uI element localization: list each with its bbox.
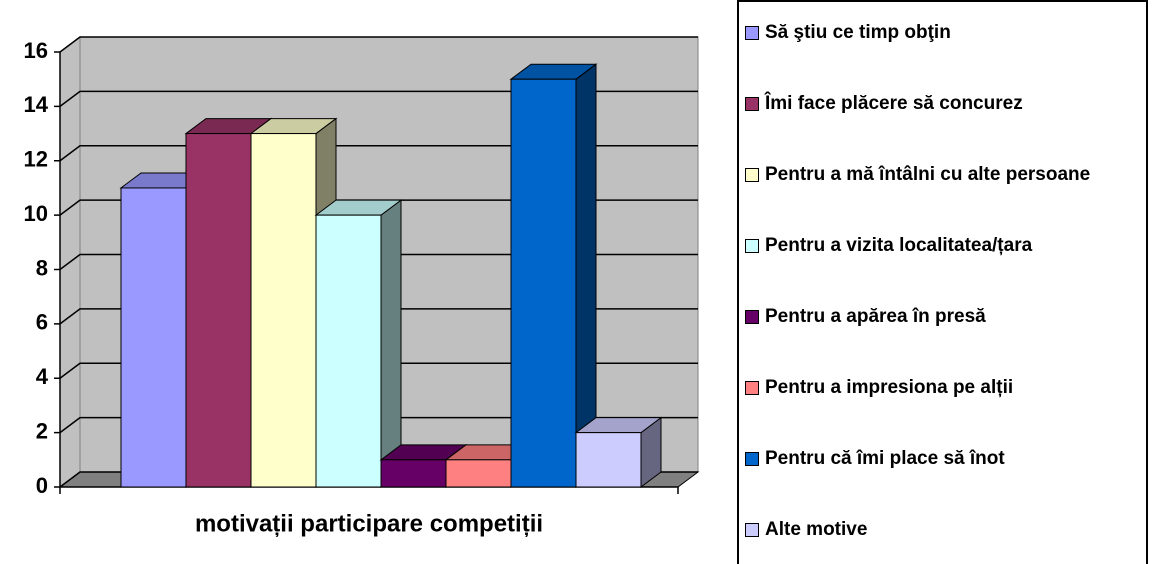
bar-front	[185, 133, 252, 488]
bar	[574, 416, 663, 488]
grid-line	[59, 416, 698, 434]
legend-entry: Să ştiu ce timp obţin	[745, 17, 1145, 48]
legend: Să ştiu ce timp obţin Îmi face plăcere să…	[737, 0, 1148, 564]
legend-swatch	[745, 523, 759, 537]
bar-front	[315, 214, 382, 488]
y-tick-label: 6	[36, 310, 48, 335]
legend-label: Pentru a apărea în presă	[765, 306, 986, 327]
grid-line	[59, 145, 698, 162]
y-tick-label: 2	[36, 418, 48, 443]
grid-line	[59, 199, 698, 216]
grid-line	[59, 308, 698, 325]
bar-side	[380, 199, 402, 488]
legend-entry: Pentru a apărea în presă	[745, 301, 1145, 332]
legend-label: Pentru a impresiona pe alții	[765, 377, 1014, 398]
legend-label: Îmi face plăcere să concurez	[765, 93, 1023, 114]
x-tick-label: motivații participare competiții	[195, 510, 543, 537]
legend-swatch	[745, 26, 759, 40]
y-tick-label: 10	[24, 201, 48, 226]
legend-swatch	[745, 239, 759, 253]
bar-front	[445, 459, 512, 488]
legend-swatch	[745, 310, 759, 324]
y-tick-label: 14	[24, 92, 49, 117]
legend-swatch	[745, 381, 759, 395]
bar-front	[250, 133, 317, 488]
grid-line	[59, 362, 698, 379]
legend-label: Pentru a vizita localitatea/țara	[765, 235, 1033, 256]
legend-entry: Pentru a vizita localitatea/țara	[745, 230, 1145, 261]
grid-line	[59, 90, 698, 107]
legend-label: Pentru a mă întâlni cu alte persoane	[765, 164, 1091, 185]
y-tick-label: 8	[36, 255, 48, 280]
legend-swatch	[745, 168, 759, 182]
bar	[509, 63, 598, 488]
y-tick-label: 0	[36, 473, 48, 498]
y-tick-label: 12	[24, 147, 48, 172]
bar-front	[120, 187, 187, 488]
grid-line	[59, 253, 698, 271]
chart: 0 2 4 6 8 10 12 14 16 motivații participare compe…	[24, 36, 700, 537]
y-tick-label: 4	[36, 364, 49, 389]
legend-label: Alte motive	[765, 519, 868, 540]
legend-entry: Alte motive	[745, 514, 1145, 545]
legend-entry: Pentru a mă întâlni cu alte persoane	[745, 159, 1145, 190]
legend-entry: Îmi face plăcere să concurez	[745, 88, 1145, 119]
legend-swatch	[745, 97, 759, 111]
bar	[314, 199, 403, 488]
legend-label: Să ştiu ce timp obţin	[765, 22, 951, 43]
y-tick-label: 16	[24, 38, 48, 63]
legend-swatch	[745, 452, 759, 466]
bar-front	[575, 432, 642, 488]
bar-front	[380, 459, 447, 488]
legend-entry: Pentru că îmi place să înot	[745, 443, 1145, 474]
bar-front	[510, 78, 577, 488]
legend-entry: Pentru a impresiona pe alții	[745, 372, 1145, 403]
grid-line	[59, 36, 698, 53]
legend-label: Pentru că îmi place să înot	[765, 448, 1005, 469]
